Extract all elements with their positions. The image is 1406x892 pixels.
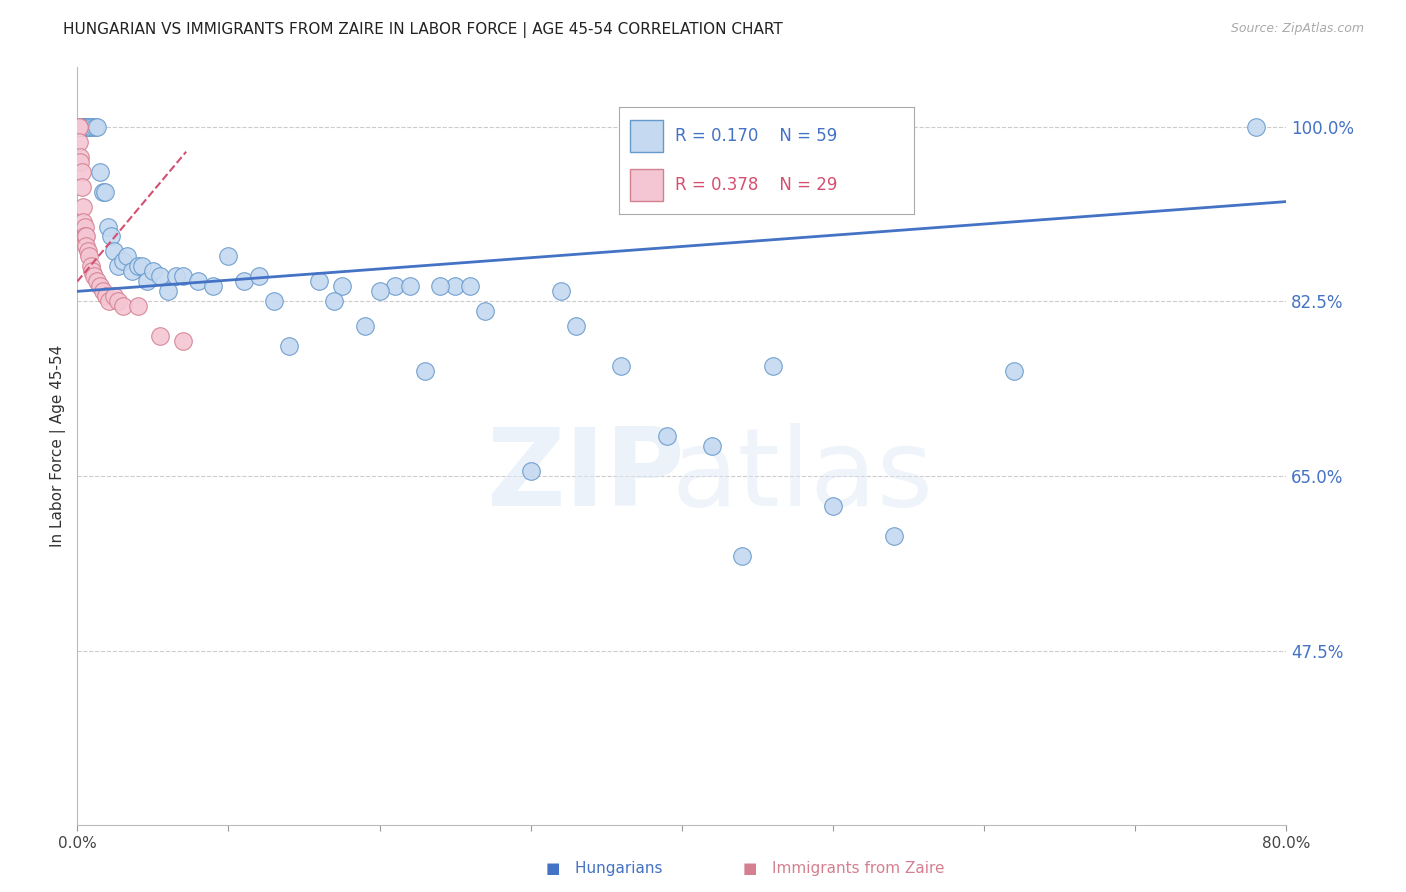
- Point: [107, 294, 129, 309]
- Point: [550, 285, 572, 299]
- Point: [172, 334, 194, 349]
- Point: [83, 269, 105, 284]
- Point: [82, 264, 104, 278]
- Point: [399, 279, 422, 293]
- Point: [115, 249, 138, 264]
- Point: [883, 529, 905, 543]
- Point: [75, 120, 97, 134]
- Point: [67, 120, 90, 134]
- Point: [111, 299, 134, 313]
- Point: [79, 120, 101, 134]
- Point: [655, 429, 678, 443]
- Point: [75, 229, 97, 244]
- Point: [73, 219, 96, 234]
- Point: [127, 260, 149, 274]
- Point: [149, 269, 172, 284]
- Point: [1246, 120, 1268, 134]
- Text: ■   Immigrants from Zaire: ■ Immigrants from Zaire: [742, 861, 945, 876]
- Point: [565, 319, 588, 334]
- Point: [72, 214, 94, 228]
- Point: [103, 244, 125, 259]
- Point: [353, 319, 375, 334]
- Point: [157, 285, 180, 299]
- Point: [444, 279, 467, 293]
- Point: [474, 304, 496, 318]
- Point: [86, 274, 108, 288]
- Point: [79, 249, 101, 264]
- Point: [187, 274, 209, 288]
- Text: R = 0.378    N = 29: R = 0.378 N = 29: [675, 177, 837, 194]
- Point: [107, 260, 129, 274]
- Point: [69, 150, 91, 164]
- Point: [131, 260, 153, 274]
- Point: [91, 285, 114, 299]
- Point: [165, 269, 187, 284]
- Point: [72, 120, 94, 134]
- Text: HUNGARIAN VS IMMIGRANTS FROM ZAIRE IN LABOR FORCE | AGE 45-54 CORRELATION CHART: HUNGARIAN VS IMMIGRANTS FROM ZAIRE IN LA…: [63, 22, 783, 38]
- Point: [458, 279, 481, 293]
- Text: ■   Hungarians: ■ Hungarians: [547, 861, 662, 876]
- Point: [70, 120, 93, 134]
- Point: [70, 120, 93, 134]
- Point: [172, 269, 194, 284]
- Point: [103, 289, 125, 303]
- Point: [86, 120, 108, 134]
- Point: [368, 285, 391, 299]
- Point: [384, 279, 406, 293]
- Point: [323, 294, 346, 309]
- Point: [702, 439, 724, 453]
- Point: [413, 364, 436, 378]
- Point: [100, 229, 122, 244]
- Point: [70, 179, 93, 194]
- Point: [610, 359, 633, 374]
- Point: [73, 120, 96, 134]
- Point: [70, 164, 93, 178]
- Text: ZIP: ZIP: [486, 424, 685, 529]
- Text: atlas: atlas: [672, 424, 934, 529]
- Point: [127, 299, 149, 313]
- Point: [429, 279, 451, 293]
- Point: [135, 274, 157, 288]
- Point: [80, 260, 103, 274]
- Point: [247, 269, 270, 284]
- Point: [731, 549, 754, 563]
- Point: [111, 254, 134, 268]
- Point: [91, 185, 114, 199]
- Point: [308, 274, 330, 288]
- Point: [96, 219, 118, 234]
- Point: [77, 120, 100, 134]
- Point: [232, 274, 254, 288]
- Point: [142, 264, 165, 278]
- Point: [77, 244, 100, 259]
- Point: [149, 329, 172, 343]
- Point: [82, 120, 104, 134]
- Point: [202, 279, 225, 293]
- Point: [67, 120, 90, 134]
- Y-axis label: In Labor Force | Age 45-54: In Labor Force | Age 45-54: [51, 345, 66, 547]
- Text: R = 0.170    N = 59: R = 0.170 N = 59: [675, 127, 837, 145]
- Point: [72, 200, 94, 214]
- Point: [330, 279, 353, 293]
- Point: [278, 339, 301, 353]
- Point: [94, 289, 117, 303]
- Point: [73, 229, 96, 244]
- Point: [69, 154, 91, 169]
- Point: [520, 464, 543, 478]
- Point: [67, 135, 90, 149]
- Point: [1004, 364, 1026, 378]
- Point: [263, 294, 285, 309]
- Point: [89, 279, 111, 293]
- Point: [89, 164, 111, 178]
- Point: [218, 249, 240, 264]
- Point: [821, 499, 844, 513]
- Point: [121, 264, 143, 278]
- Point: [75, 239, 97, 253]
- Bar: [630, 169, 664, 202]
- Point: [84, 120, 107, 134]
- Point: [762, 359, 785, 374]
- Text: Source: ZipAtlas.com: Source: ZipAtlas.com: [1230, 22, 1364, 36]
- Bar: [630, 120, 664, 152]
- Point: [93, 185, 115, 199]
- Point: [98, 294, 121, 309]
